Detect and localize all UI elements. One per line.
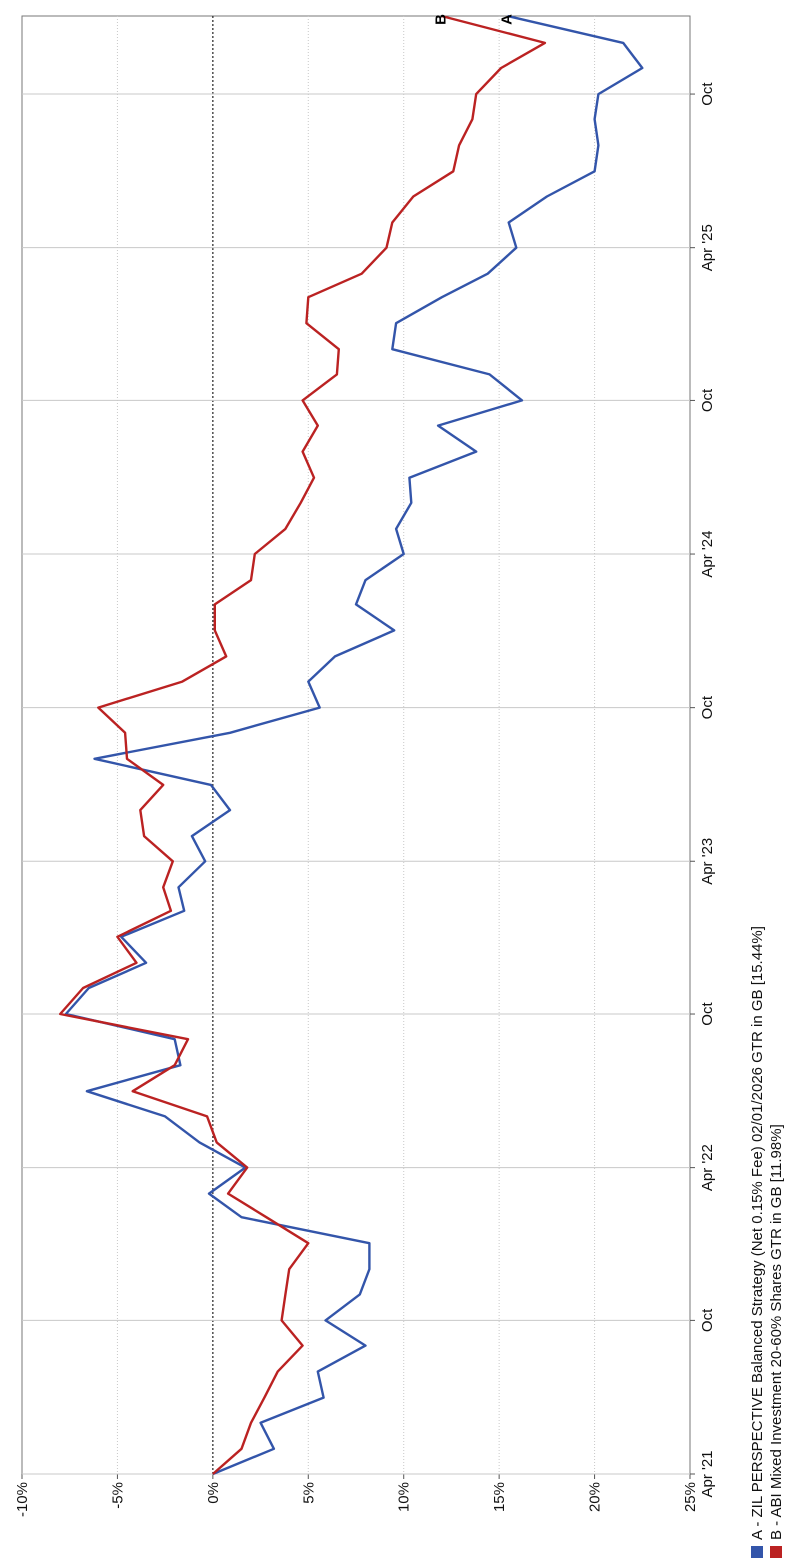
series-line-a — [64, 14, 644, 1476]
y-tick-label: -5% — [109, 1482, 126, 1509]
x-tick-label: Apr '25 — [699, 224, 716, 271]
plot-frame — [21, 15, 691, 1475]
y-tick-label: -10% — [14, 1482, 31, 1517]
legend-label-a: A - ZIL PERSPECTIVE Balanced Strategy (N… — [749, 926, 766, 1540]
x-tick-label: Oct — [699, 1002, 716, 1026]
x-tick-label: Oct — [699, 82, 716, 106]
tick-labels: -10% -5% 0% 5% 10% 15% 20% 25% Apr '21 Oct Apr '22… — [14, 82, 716, 1517]
legend-swatch-a — [751, 1546, 763, 1558]
series-layer: AB — [59, 14, 644, 1476]
legend: A - ZIL PERSPECTIVE Balanced Strategy (N… — [749, 926, 785, 1558]
series-end-label-a: A — [499, 14, 516, 25]
x-tick-label: Apr '21 — [699, 1450, 716, 1497]
x-tick-label: Oct — [699, 1308, 716, 1332]
y-tick-label: 10% — [396, 1482, 413, 1512]
x-tick-label: Apr '23 — [699, 838, 716, 885]
x-tick-label: Oct — [699, 695, 716, 719]
y-tick-label: 25% — [682, 1482, 699, 1512]
y-tick-label: 15% — [491, 1482, 508, 1512]
y-tick-label: 0% — [205, 1482, 222, 1504]
legend-label-b: B - ABI Mixed Investment 20-60% Shares G… — [768, 1124, 785, 1540]
y-tick-label: 5% — [300, 1482, 317, 1504]
series-end-label-b: B — [433, 14, 450, 25]
x-tick-label: Apr '24 — [699, 531, 716, 578]
legend-swatch-b — [770, 1546, 782, 1558]
plot-area — [21, 15, 691, 1475]
x-tick-label: Oct — [699, 388, 716, 412]
x-tick-label: Apr '22 — [699, 1144, 716, 1191]
series-line-b — [59, 14, 547, 1475]
y-tick-label: 20% — [587, 1482, 604, 1512]
